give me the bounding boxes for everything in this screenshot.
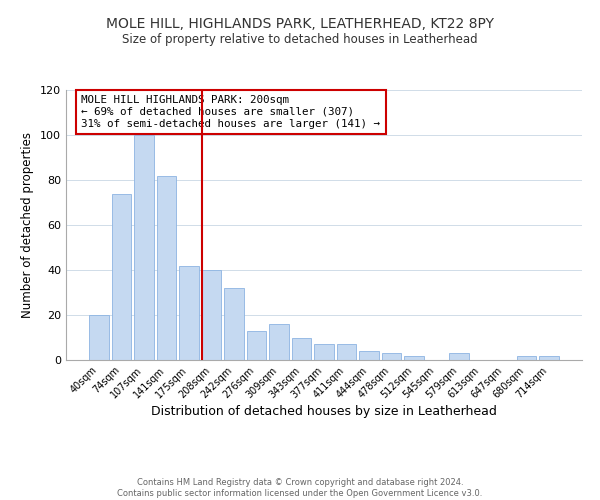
Bar [89,315,109,360]
Bar [269,324,289,360]
Bar [314,344,334,360]
Y-axis label: Number of detached properties: Number of detached properties [22,132,34,318]
Bar [292,338,311,360]
Bar [179,266,199,360]
Bar [449,353,469,360]
Bar [517,356,536,360]
Bar [224,288,244,360]
Bar [157,176,176,360]
Text: MOLE HILL, HIGHLANDS PARK, LEATHERHEAD, KT22 8PY: MOLE HILL, HIGHLANDS PARK, LEATHERHEAD, … [106,18,494,32]
Bar [359,351,379,360]
Bar [539,356,559,360]
Text: Size of property relative to detached houses in Leatherhead: Size of property relative to detached ho… [122,32,478,46]
Bar [337,344,356,360]
Bar [112,194,131,360]
Bar [247,331,266,360]
X-axis label: Distribution of detached houses by size in Leatherhead: Distribution of detached houses by size … [151,406,497,418]
Text: Contains HM Land Registry data © Crown copyright and database right 2024.
Contai: Contains HM Land Registry data © Crown c… [118,478,482,498]
Bar [202,270,221,360]
Text: MOLE HILL HIGHLANDS PARK: 200sqm
← 69% of detached houses are smaller (307)
31% : MOLE HILL HIGHLANDS PARK: 200sqm ← 69% o… [82,96,380,128]
Bar [382,353,401,360]
Bar [134,135,154,360]
Bar [404,356,424,360]
